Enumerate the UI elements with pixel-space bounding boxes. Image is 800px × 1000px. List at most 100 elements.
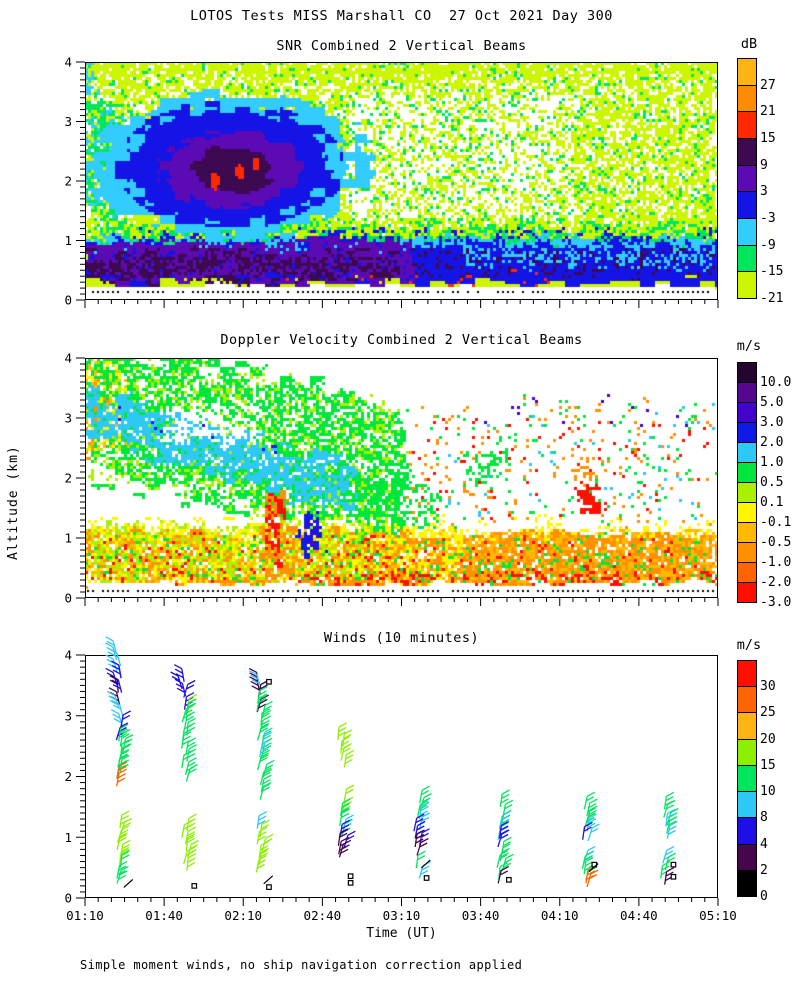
wind-barb bbox=[181, 724, 193, 743]
wind-barb bbox=[583, 812, 596, 831]
wind-barb bbox=[122, 734, 134, 752]
no-data-square-marker bbox=[670, 861, 677, 868]
colorbar-tick-label: -21 bbox=[760, 291, 784, 306]
x-tick-label: 04:10 bbox=[541, 908, 579, 923]
wind-barb bbox=[337, 828, 349, 846]
y-tick-label: 0 bbox=[64, 591, 72, 606]
wind-barb bbox=[256, 694, 270, 713]
wind-barb bbox=[256, 826, 268, 845]
wind-barb bbox=[111, 660, 122, 679]
x-axis-label: Time (UT) bbox=[366, 926, 437, 941]
colorbar-tick-label: -0.5 bbox=[760, 535, 792, 550]
wind-barb bbox=[119, 817, 133, 836]
wind-barb bbox=[338, 836, 350, 855]
colorbar-cell bbox=[737, 138, 757, 166]
wind-barb bbox=[261, 727, 273, 746]
colorbar-cell bbox=[737, 869, 757, 897]
wind-barb bbox=[418, 828, 430, 846]
wind-barb bbox=[499, 789, 511, 808]
wind-barb bbox=[110, 660, 122, 679]
wind-barb bbox=[418, 861, 431, 879]
x-tick-label: 01:40 bbox=[145, 908, 183, 923]
colorbar-tick-label: 0.5 bbox=[760, 475, 784, 490]
wind-barb bbox=[497, 865, 510, 884]
wind-barb bbox=[414, 820, 426, 839]
wind-barb bbox=[414, 829, 425, 848]
wind-barb bbox=[185, 698, 197, 716]
colorbar-cell bbox=[737, 164, 757, 193]
colorbar-cell bbox=[737, 660, 757, 688]
x-tick-label: 02:40 bbox=[304, 908, 342, 923]
y-tick-label: 1 bbox=[64, 233, 72, 248]
wind-barb bbox=[662, 845, 675, 864]
wind-barb bbox=[187, 839, 200, 858]
wind-barb bbox=[181, 750, 192, 769]
y-tick-label: 1 bbox=[64, 830, 72, 845]
colorbar-tick-label: 2.0 bbox=[760, 435, 784, 450]
colorbar-cell bbox=[737, 562, 757, 583]
wind-barb bbox=[116, 760, 128, 778]
black-dash-marker bbox=[123, 878, 134, 888]
colorbar-tick-label: 25 bbox=[760, 705, 776, 721]
wind-barb bbox=[109, 675, 119, 693]
wind-barb bbox=[119, 850, 130, 868]
colorbar-cell bbox=[737, 244, 757, 273]
wind-barb bbox=[262, 759, 275, 778]
wind-barb bbox=[260, 774, 272, 793]
wind-barb bbox=[498, 811, 511, 829]
colorbar-tick-label: 15 bbox=[760, 131, 776, 146]
wind-barb bbox=[343, 749, 355, 768]
wind-barb bbox=[260, 708, 270, 726]
wind-barb bbox=[183, 846, 196, 865]
wind-barb bbox=[340, 736, 350, 754]
colorbar-cell bbox=[737, 362, 757, 383]
wind-barb bbox=[184, 757, 197, 775]
colorbar-tick-label: 5.0 bbox=[760, 395, 784, 410]
wind-barb bbox=[501, 853, 514, 872]
colorbar-cell bbox=[737, 84, 757, 113]
wind-barb bbox=[258, 847, 270, 866]
wind-barb bbox=[259, 739, 271, 758]
wind-barb bbox=[418, 812, 430, 831]
x-tick-label: 05:10 bbox=[699, 908, 737, 923]
colorbar-tick-label: 10 bbox=[760, 784, 776, 800]
colorbar-tick-label: -1.0 bbox=[760, 555, 792, 570]
wind-barb bbox=[173, 664, 185, 682]
no-data-square-marker bbox=[347, 880, 354, 886]
panel-frame bbox=[85, 655, 718, 898]
wind-barb bbox=[663, 799, 676, 818]
colorbar-tick-label: -2.0 bbox=[760, 575, 792, 590]
no-data-square-marker bbox=[591, 861, 598, 868]
wind-barb bbox=[118, 723, 129, 742]
wind-barb bbox=[585, 865, 596, 884]
wind-barb bbox=[170, 671, 183, 690]
velocity-heatmap-canvas bbox=[85, 358, 718, 598]
wind-barb bbox=[257, 752, 269, 771]
wind-barb bbox=[116, 832, 128, 851]
wind-barb bbox=[181, 704, 194, 723]
colorbar-cell bbox=[737, 111, 757, 139]
wind-barb bbox=[256, 693, 268, 712]
wind-barb bbox=[497, 829, 510, 848]
wind-barb bbox=[586, 798, 598, 817]
wind-barb bbox=[105, 667, 118, 686]
wind-barb bbox=[663, 791, 675, 810]
panel3-title: Winds (10 minutes) bbox=[323, 630, 480, 646]
wind-barb bbox=[120, 710, 132, 729]
wind-barb bbox=[119, 810, 130, 829]
colorbar-tick-label: 27 bbox=[760, 77, 776, 93]
colorbar-cell bbox=[737, 382, 757, 403]
wind-barb bbox=[117, 749, 130, 768]
colorbar1-unit-label: dB bbox=[740, 36, 758, 52]
colorbar-cell bbox=[737, 582, 757, 603]
wind-barb bbox=[498, 820, 510, 839]
wind-barb bbox=[109, 648, 122, 667]
colorbar-cell bbox=[737, 482, 757, 503]
no-data-square-marker bbox=[423, 875, 430, 881]
wind-barb bbox=[115, 722, 129, 741]
y-tick-label: 4 bbox=[64, 55, 72, 70]
wind-barb bbox=[340, 743, 353, 761]
wind-barb bbox=[583, 856, 594, 875]
wind-barb bbox=[340, 798, 351, 817]
